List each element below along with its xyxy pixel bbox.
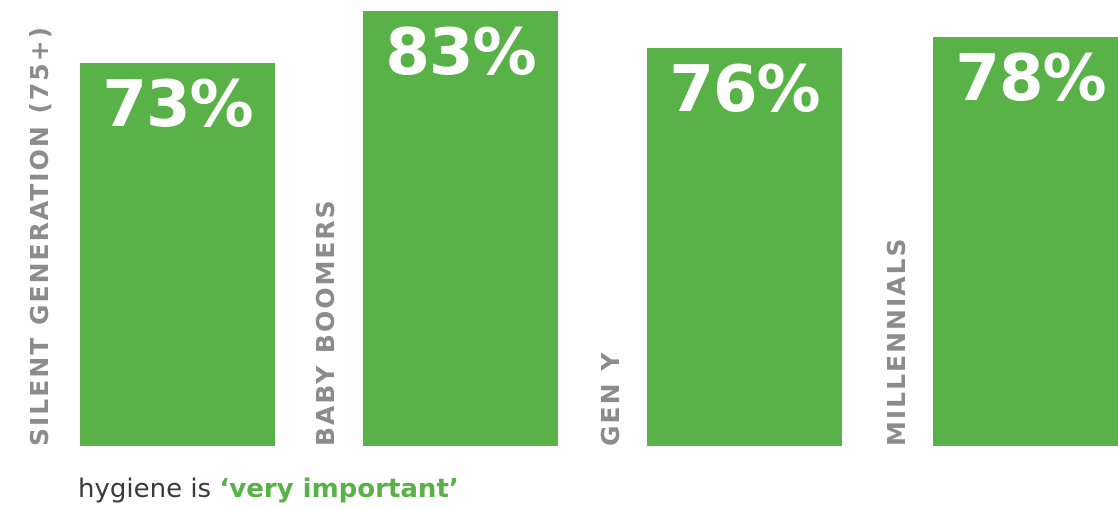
bar-value-label: 76%: [669, 52, 820, 127]
category-label: BABY BOOMERS: [311, 198, 340, 446]
bar-value-label: 78%: [955, 42, 1106, 117]
category-label: GEN Y: [596, 350, 625, 446]
category-label: MILLENNIALS: [882, 236, 911, 446]
caption-prefix: hygiene is: [78, 474, 220, 504]
bar-4: [933, 37, 1118, 446]
bar-3: [647, 47, 842, 446]
category-label: SILENT GENERATION (75+): [25, 24, 54, 446]
bar-1: [80, 63, 275, 446]
bar-value-label: 83%: [385, 16, 536, 91]
bar-2: [363, 11, 558, 446]
caption-highlight: ‘very important’: [219, 474, 459, 504]
bar-chart: 73% SILENT GENERATION (75+) 83% BABY BOOMER…: [25, 11, 1118, 446]
chart-caption: hygiene is ‘very important’: [78, 474, 459, 504]
bar-value-label: 73%: [102, 68, 253, 143]
